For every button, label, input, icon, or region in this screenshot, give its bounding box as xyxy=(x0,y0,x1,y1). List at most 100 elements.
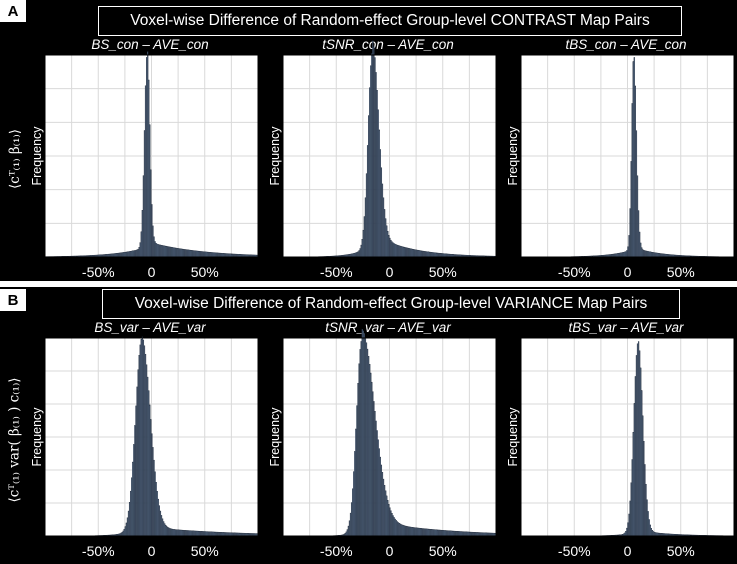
x-tick-label: 50% xyxy=(191,264,219,280)
histogram-bar xyxy=(402,246,404,258)
histogram-bar xyxy=(456,531,458,537)
histogram-bar xyxy=(161,245,164,258)
histogram-bar xyxy=(471,531,473,537)
histogram-bar xyxy=(399,523,402,537)
histogram-bar xyxy=(411,527,413,537)
histogram-bar xyxy=(466,531,468,537)
histogram-bar xyxy=(389,507,391,537)
histogram-bar xyxy=(196,250,198,258)
histogram-bar xyxy=(221,253,223,258)
histogram-bar xyxy=(151,204,153,258)
histogram-bar xyxy=(649,524,651,537)
histogram-bar xyxy=(620,252,623,258)
histogram-bar xyxy=(441,253,443,258)
histogram-bar xyxy=(188,530,190,537)
histogram-bar xyxy=(146,364,148,537)
histogram-bar xyxy=(376,430,378,537)
histogram-bar xyxy=(192,530,195,537)
histogram-bar xyxy=(366,145,369,258)
histogram-bar xyxy=(391,513,393,537)
histogram-bar xyxy=(373,46,375,258)
histogram-bar xyxy=(362,330,364,537)
histogram-bar xyxy=(469,531,471,537)
histogram-bar xyxy=(393,243,395,258)
histogram-bar xyxy=(445,530,447,537)
histogram-bar xyxy=(415,527,418,537)
histogram-bar xyxy=(141,336,143,537)
histogram-bar xyxy=(642,415,644,537)
histogram-bar xyxy=(177,529,180,537)
histogram-bar xyxy=(448,530,451,537)
chart-6: Frequency -50% 0 50% xyxy=(506,337,735,559)
panel-b-row-label: ⟨cᵀ₍₁₎ var( β₍₁₎ ) c₍₁₎⟩ xyxy=(2,320,28,560)
x-tick-label: 50% xyxy=(667,543,695,559)
x-tick-label: -50% xyxy=(320,264,353,280)
histogram-bar xyxy=(636,343,639,537)
histogram-bar xyxy=(396,244,398,258)
histogram-bar xyxy=(350,502,353,537)
chart-4-title: BS_var – AVE_var xyxy=(94,320,206,335)
histogram-bar xyxy=(198,530,200,537)
histogram-bar xyxy=(444,530,446,537)
x-tick-label: 0 xyxy=(624,264,632,280)
x-tick-label: -50% xyxy=(82,264,115,280)
histogram-bar xyxy=(161,518,164,537)
x-tick-label: 0 xyxy=(624,543,632,559)
histogram-bar xyxy=(656,252,658,258)
histogram-bar xyxy=(189,530,191,537)
histogram-bar xyxy=(158,505,160,537)
histogram-bar xyxy=(468,531,470,537)
histogram-bar xyxy=(358,363,360,537)
histogram-bars xyxy=(44,51,258,258)
histogram-bar xyxy=(218,252,220,258)
histogram-bar xyxy=(478,532,481,537)
histogram-bar xyxy=(116,253,118,258)
histogram-bar xyxy=(377,439,379,537)
histogram-bar xyxy=(144,353,147,537)
histogram-bar xyxy=(180,529,182,537)
histogram-bar xyxy=(616,253,618,258)
histogram-bar xyxy=(176,529,179,537)
histogram-bar xyxy=(197,530,199,537)
histogram-bar xyxy=(215,531,217,537)
histogram-bar xyxy=(648,251,650,258)
panel-b-row-label-text: ⟨cᵀ₍₁₎ var( β₍₁₎ ) c₍₁₎⟩ xyxy=(7,377,23,503)
histogram-bar xyxy=(150,169,152,258)
histogram-bar xyxy=(213,252,215,258)
histogram-bar xyxy=(140,339,142,537)
histogram-bar xyxy=(207,251,209,258)
histogram-bar xyxy=(130,251,132,258)
histogram-bar xyxy=(349,512,352,537)
histogram-bar xyxy=(452,530,454,537)
histogram-bar xyxy=(172,247,174,258)
histogram-bar xyxy=(212,252,214,258)
y-axis-label: Frequency xyxy=(30,126,44,186)
histogram-bar xyxy=(134,250,136,258)
histogram-bar xyxy=(369,364,371,537)
histogram-bar xyxy=(467,531,469,537)
histogram-bar xyxy=(661,253,663,258)
histogram-bar xyxy=(130,490,132,537)
histogram-bar xyxy=(157,244,159,258)
histogram-bar xyxy=(170,246,172,258)
histogram-bar xyxy=(167,527,169,537)
histogram-bar xyxy=(123,252,125,258)
histogram-bar xyxy=(642,249,644,258)
panel-a-row-label-text: ⟨cᵀ₍₁₎ β₍₁₎⟩ xyxy=(7,128,24,189)
y-axis-label: Frequency xyxy=(506,126,520,186)
histogram-bars xyxy=(94,336,258,537)
histogram-bar xyxy=(629,500,631,537)
histogram-bar xyxy=(226,532,229,537)
histogram-bar xyxy=(203,531,205,537)
histogram-bar xyxy=(356,252,358,258)
histogram-bar xyxy=(419,250,421,258)
histogram-bar xyxy=(432,529,435,537)
histogram-bar xyxy=(127,510,130,537)
histogram-bar xyxy=(138,247,140,258)
histogram-bar xyxy=(215,252,217,258)
histogram-bar xyxy=(442,530,444,537)
histogram-bar xyxy=(230,532,232,537)
histogram-bar xyxy=(182,529,184,537)
histogram-bar xyxy=(163,521,165,537)
histogram-bar xyxy=(365,173,368,258)
